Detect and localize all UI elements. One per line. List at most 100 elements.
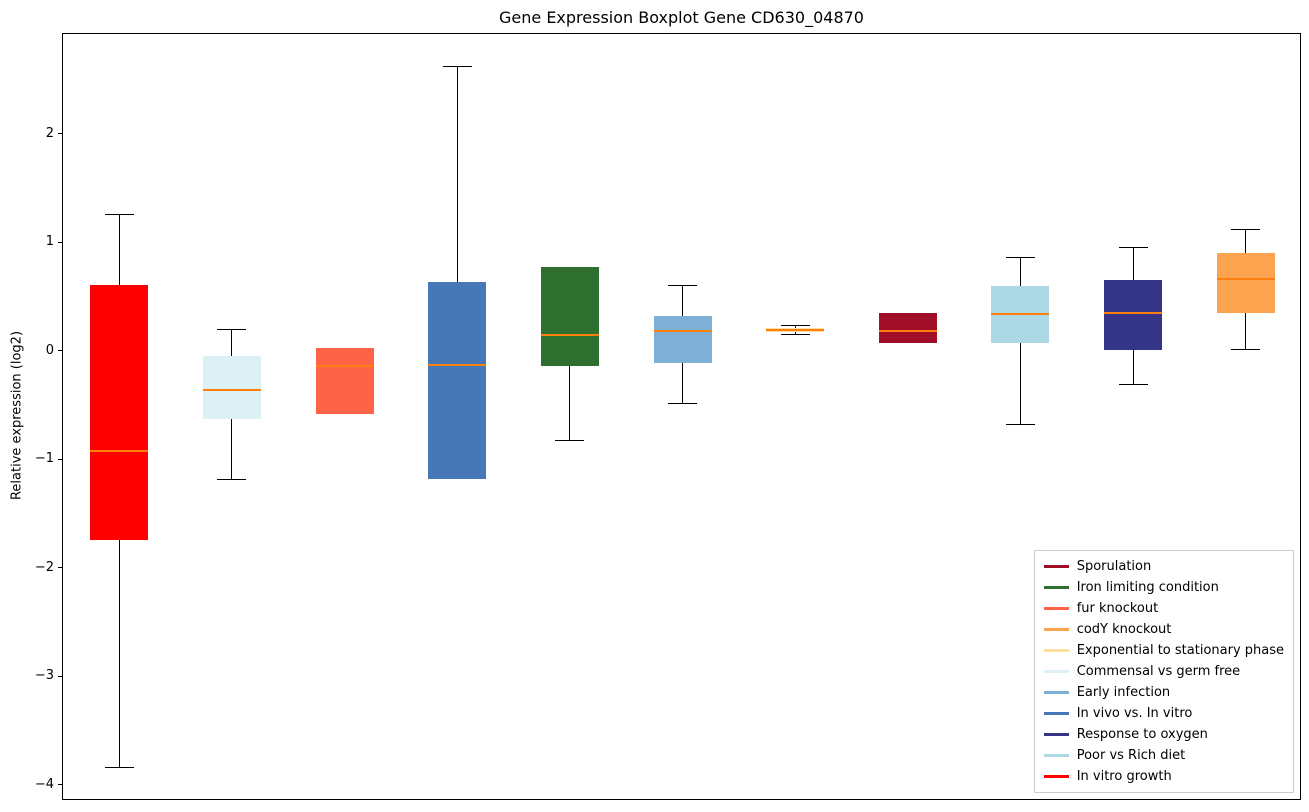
upper-cap	[780, 325, 810, 327]
legend-item-label: Early infection	[1076, 685, 1171, 700]
upper-cap	[104, 213, 134, 215]
median-line	[653, 330, 712, 333]
legend: Sporulation Iron limiting condition fur kn…	[1033, 550, 1294, 793]
legend-swatch	[1043, 649, 1069, 652]
median-line	[766, 329, 825, 332]
upper-whisker	[118, 214, 120, 285]
legend-item: Response to oxygen	[1043, 724, 1284, 745]
median-line	[315, 364, 374, 367]
y-tick-label: −4	[34, 776, 54, 792]
box-cody-knockout	[1216, 253, 1275, 313]
legend-item-label: Commensal vs germ free	[1076, 664, 1241, 679]
y-tick-mark	[58, 675, 62, 677]
legend-item: Iron limiting condition	[1043, 577, 1284, 598]
legend-item-label: Iron limiting condition	[1076, 580, 1219, 595]
legend-item: Poor vs Rich diet	[1043, 745, 1284, 766]
y-tick-label: 1	[45, 234, 54, 250]
median-line	[202, 388, 261, 391]
upper-cap	[668, 285, 697, 287]
lower-cap	[780, 334, 810, 335]
legend-item-label: Response to oxygen	[1076, 727, 1208, 742]
legend-item-label: Sporulation	[1076, 559, 1152, 574]
box-response-to-oxygen	[1104, 280, 1163, 350]
upper-cap	[217, 328, 247, 330]
upper-cap	[1118, 247, 1148, 249]
lower-whisker	[1132, 349, 1134, 385]
lower-whisker	[118, 539, 120, 768]
lower-cap	[1005, 424, 1035, 426]
y-tick-label: −1	[34, 451, 54, 467]
y-tick-label: 2	[45, 125, 54, 141]
legend-item: Commensal vs germ free	[1043, 661, 1284, 682]
legend-item: codY knockout	[1043, 619, 1284, 640]
median-line	[1216, 278, 1275, 281]
upper-whisker	[1245, 229, 1247, 254]
median-line	[540, 333, 599, 336]
box-in-vitro-growth	[90, 284, 149, 540]
upper-cap	[442, 66, 472, 68]
lower-cap	[1231, 349, 1261, 351]
legend-swatch	[1043, 670, 1069, 673]
upper-whisker	[1132, 247, 1134, 281]
y-tick-mark	[58, 241, 62, 243]
legend-item: In vivo vs. In vitro	[1043, 703, 1284, 724]
box-iron-limiting-condition	[540, 267, 599, 366]
legend-item: fur knockout	[1043, 598, 1284, 619]
upper-whisker	[682, 285, 683, 317]
box-commensal-vs-germ-free	[202, 356, 261, 420]
upper-whisker	[794, 325, 796, 328]
lower-whisker	[1245, 312, 1247, 350]
median-line	[428, 363, 487, 366]
y-tick-label: −3	[34, 668, 54, 684]
y-tick-label: 0	[45, 342, 54, 358]
median-line	[991, 312, 1050, 315]
lower-whisker	[1019, 343, 1021, 425]
legend-item: In vitro growth	[1043, 766, 1284, 787]
upper-whisker	[231, 329, 233, 357]
lower-whisker	[794, 332, 796, 335]
box-in-vivo-vs-in-vitro	[428, 282, 487, 479]
legend-swatch	[1043, 775, 1069, 778]
lower-whisker	[231, 419, 233, 480]
plot-area: Sporulation Iron limiting condition fur kn…	[62, 33, 1301, 800]
chart-title: Gene Expression Boxplot Gene CD630_04870	[499, 8, 864, 27]
legend-item-label: In vitro growth	[1076, 769, 1172, 784]
median-line	[878, 330, 937, 333]
legend-item-label: codY knockout	[1076, 622, 1172, 637]
y-tick-mark	[58, 133, 62, 135]
legend-swatch	[1043, 565, 1069, 568]
legend-item: Sporulation	[1043, 556, 1284, 577]
legend-swatch	[1043, 712, 1069, 715]
lower-whisker	[682, 362, 683, 404]
legend-item-label: Exponential to stationary phase	[1076, 643, 1284, 658]
legend-swatch	[1043, 691, 1069, 694]
legend-item-label: In vivo vs. In vitro	[1076, 706, 1193, 721]
y-tick-label: −2	[34, 559, 54, 575]
legend-item-label: Poor vs Rich diet	[1076, 748, 1186, 763]
legend-swatch	[1043, 628, 1069, 631]
legend-item: Early infection	[1043, 682, 1284, 703]
legend-item: Exponential to stationary phase	[1043, 640, 1284, 661]
legend-swatch	[1043, 754, 1069, 757]
lower-cap	[217, 479, 247, 481]
lower-cap	[555, 440, 585, 442]
y-axis-label: Relative expression (log2)	[9, 330, 25, 501]
lower-cap	[104, 766, 134, 768]
legend-swatch	[1043, 733, 1069, 736]
upper-whisker	[456, 66, 458, 283]
y-tick-mark	[58, 567, 62, 569]
legend-swatch	[1043, 586, 1069, 589]
box-sporulation	[878, 312, 937, 344]
y-tick-mark	[58, 784, 62, 786]
box-fur-knockout	[315, 347, 374, 414]
median-line	[90, 449, 149, 452]
box-early-infection	[653, 316, 712, 363]
y-tick-mark	[58, 350, 62, 352]
lower-cap	[668, 403, 697, 405]
legend-item-label: fur knockout	[1076, 601, 1159, 616]
legend-swatch	[1043, 607, 1069, 610]
upper-whisker	[1019, 257, 1021, 286]
y-tick-mark	[58, 458, 62, 460]
lower-whisker	[569, 365, 571, 441]
